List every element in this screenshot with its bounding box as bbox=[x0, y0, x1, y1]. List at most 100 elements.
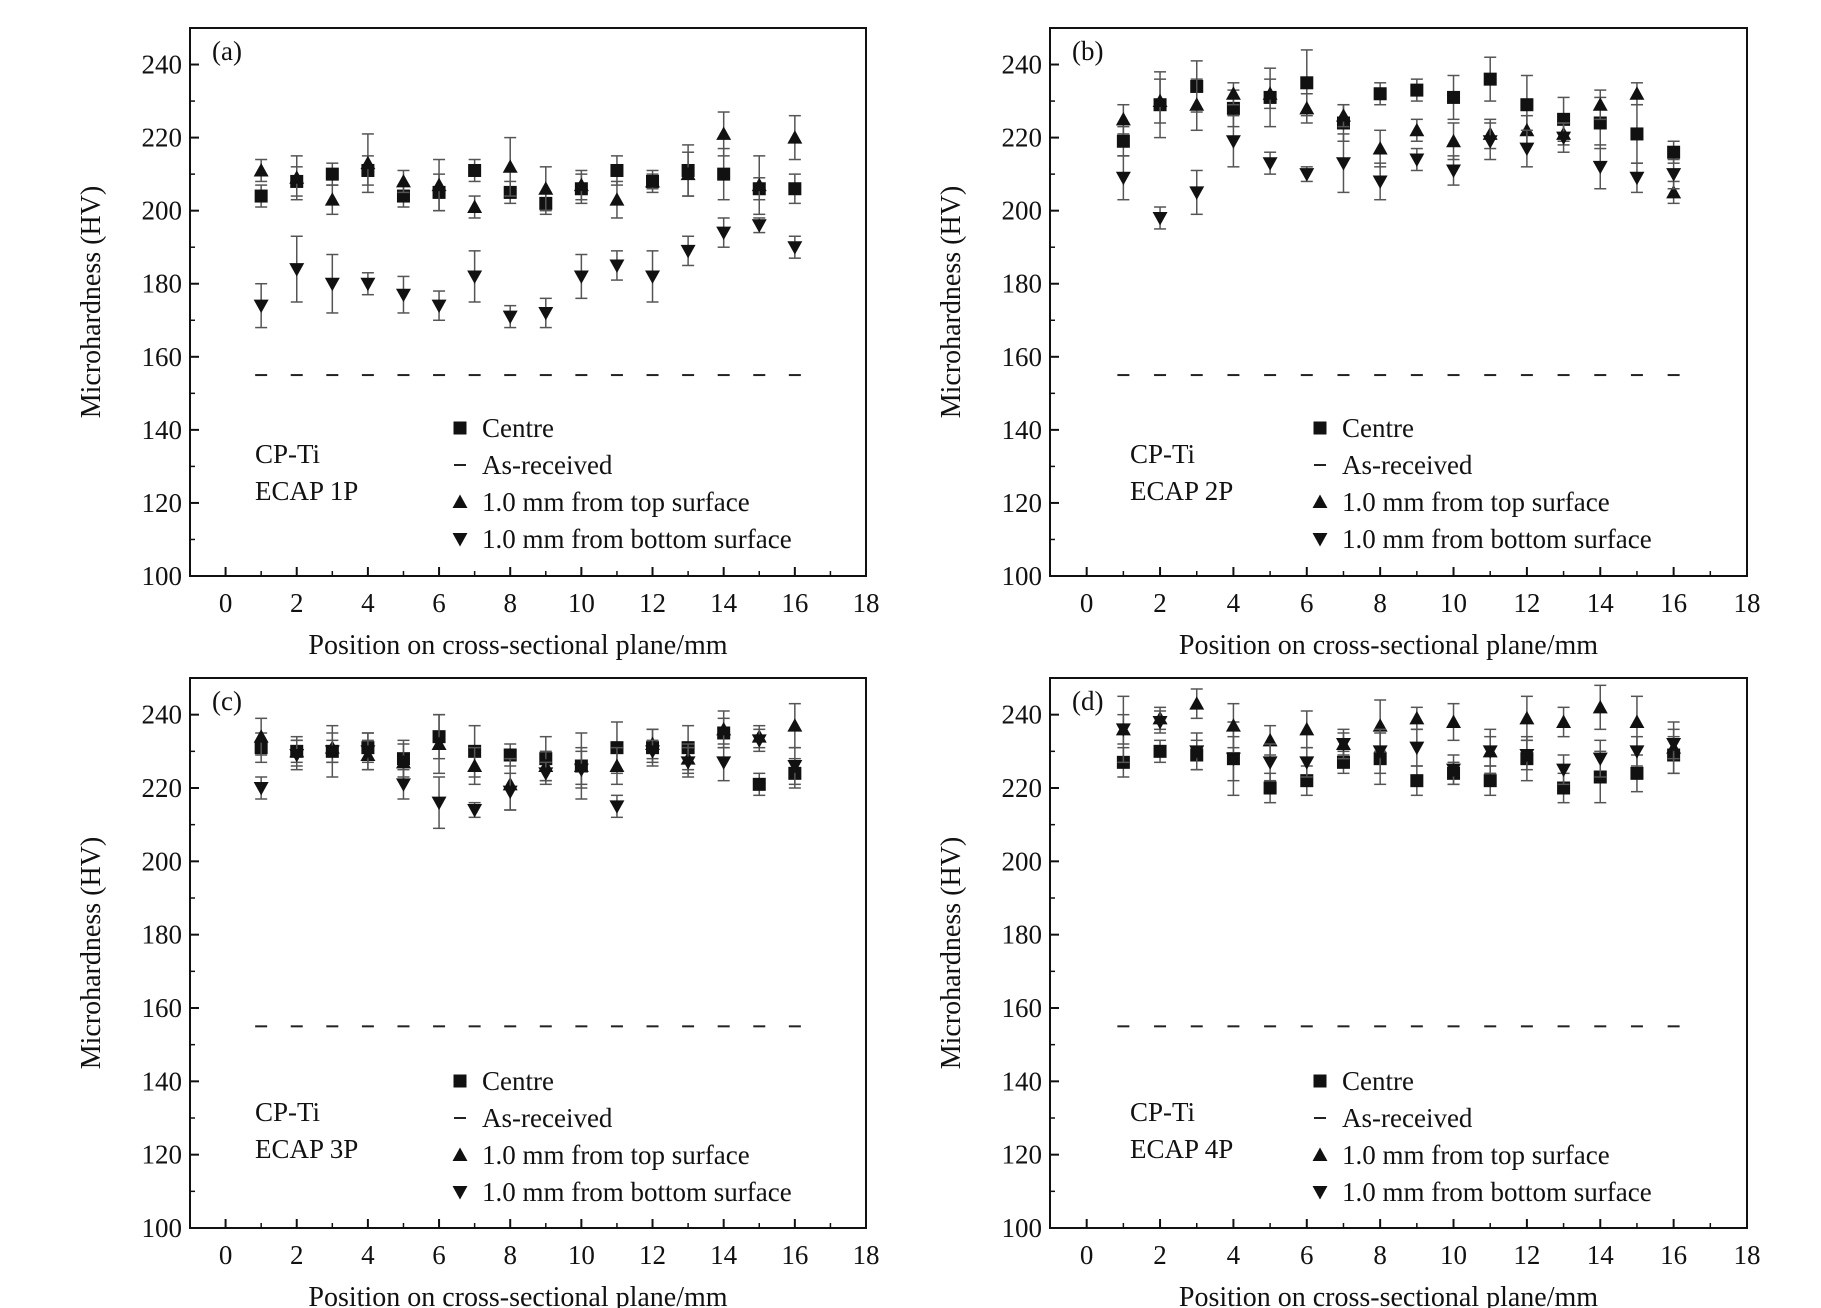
x-axis-label: Position on cross-sectional plane/mm bbox=[1179, 630, 1598, 661]
x-tick-label: 8 bbox=[503, 1240, 517, 1270]
x-axis-label: Position on cross-sectional plane/mm bbox=[308, 630, 727, 661]
y-tick-label: 160 bbox=[1002, 342, 1043, 372]
data-point-triangle-up bbox=[573, 177, 589, 192]
data-point-triangle-up bbox=[1335, 108, 1351, 122]
x-tick-label: 2 bbox=[1153, 588, 1167, 618]
data-point-square bbox=[788, 182, 802, 196]
y-axis-label: Microhardness (HV) bbox=[76, 837, 107, 1070]
data-point-triangle-down bbox=[716, 226, 732, 241]
y-axis-label: Microhardness (HV) bbox=[76, 186, 107, 419]
data-point-triangle-down bbox=[1189, 186, 1205, 200]
x-tick-label: 6 bbox=[1300, 1240, 1314, 1270]
data-point-triangle-down bbox=[1152, 716, 1168, 730]
data-point-square bbox=[1630, 127, 1644, 141]
data-point-triangle-down bbox=[573, 763, 589, 778]
data-point-triangle-up bbox=[467, 199, 483, 213]
data-point-triangle-up bbox=[253, 729, 269, 743]
y-tick-label: 160 bbox=[142, 342, 183, 372]
data-point-triangle-up bbox=[360, 155, 376, 170]
data-point-triangle-down bbox=[360, 277, 376, 292]
x-tick-label: 6 bbox=[1300, 588, 1314, 618]
data-point-triangle-up bbox=[1189, 97, 1205, 111]
data-point-triangle-up bbox=[609, 758, 625, 772]
plot-frame bbox=[1049, 677, 1748, 1229]
data-point-triangle-down bbox=[1262, 756, 1278, 770]
legend-marker-square bbox=[453, 1074, 467, 1088]
legend: Centre As-received 1.0 mm from top surface… bbox=[1312, 413, 1652, 554]
data-point-triangle-down bbox=[502, 785, 518, 800]
data-point-triangle-up bbox=[395, 754, 411, 769]
data-point-triangle-down bbox=[787, 760, 803, 774]
y-tick-label: 240 bbox=[1002, 50, 1043, 80]
data-point-triangle-up bbox=[1189, 696, 1205, 710]
x-tick-label: 12 bbox=[1513, 588, 1540, 618]
y-tick-label: 100 bbox=[142, 561, 183, 591]
data-point-triangle-down bbox=[467, 804, 483, 818]
data-point-triangle-up bbox=[1115, 111, 1131, 126]
annotation-text: ECAP 1P bbox=[255, 476, 358, 506]
data-point-triangle-up bbox=[680, 166, 696, 181]
y-tick-label: 120 bbox=[142, 1140, 183, 1170]
legend-label: 1.0 mm from top surface bbox=[1342, 1140, 1610, 1170]
legend-label: 1.0 mm from bottom surface bbox=[1342, 524, 1652, 554]
data-point-triangle-down bbox=[787, 241, 803, 255]
x-tick-label: 0 bbox=[1080, 1240, 1094, 1270]
y-tick-label: 100 bbox=[1002, 1213, 1043, 1243]
data-point-triangle-down bbox=[289, 749, 305, 763]
legend-label: As-received bbox=[482, 450, 613, 480]
data-point-triangle-down bbox=[1335, 738, 1351, 752]
data-point-triangle-down bbox=[1666, 168, 1682, 182]
data-point-triangle-up bbox=[1262, 86, 1278, 100]
data-point-triangle-down bbox=[1299, 168, 1315, 182]
x-tick-label: 8 bbox=[1373, 588, 1387, 618]
data-point-triangle-down bbox=[573, 270, 589, 284]
annotation-text: ECAP 3P bbox=[255, 1134, 358, 1164]
data-point-triangle-up bbox=[1409, 710, 1425, 725]
data-point-triangle-up bbox=[1409, 122, 1425, 137]
legend-marker-square bbox=[453, 421, 467, 435]
y-tick-label: 220 bbox=[1002, 773, 1043, 803]
x-tick-label: 2 bbox=[290, 588, 304, 618]
data-point-triangle-down bbox=[1115, 171, 1131, 186]
legend-label: 1.0 mm from top surface bbox=[482, 487, 750, 517]
data-point-triangle-down bbox=[1629, 171, 1645, 186]
data-point-triangle-down bbox=[324, 745, 340, 759]
panel-label: (c) bbox=[212, 686, 242, 716]
data-point-triangle-up bbox=[1152, 93, 1168, 108]
data-point-triangle-down bbox=[1556, 763, 1572, 778]
y-tick-label: 100 bbox=[1002, 561, 1043, 591]
data-point-triangle-up bbox=[1629, 86, 1645, 100]
data-point-triangle-down bbox=[609, 259, 625, 273]
data-point-square bbox=[1410, 774, 1424, 788]
data-point-triangle-up bbox=[538, 181, 554, 195]
y-tick-label: 140 bbox=[1002, 415, 1043, 445]
data-point-square bbox=[1630, 766, 1644, 780]
data-point-triangle-up bbox=[395, 173, 411, 188]
annotation-text: CP-Ti bbox=[255, 1097, 320, 1127]
y-tick-label: 240 bbox=[1002, 700, 1043, 730]
legend-marker-triangle-up bbox=[452, 1147, 468, 1161]
data-point-triangle-down bbox=[1299, 756, 1315, 770]
series-triangle-down bbox=[253, 728, 803, 830]
x-tick-label: 16 bbox=[1660, 588, 1687, 618]
data-point-triangle-down bbox=[1519, 142, 1535, 157]
x-axis-label: Position on cross-sectional plane/mm bbox=[1179, 1282, 1598, 1308]
y-axis-label: Microhardness (HV) bbox=[936, 186, 967, 419]
data-point-triangle-up bbox=[431, 177, 447, 192]
x-tick-label: 12 bbox=[639, 588, 666, 618]
y-tick-label: 160 bbox=[142, 993, 183, 1023]
legend-label: 1.0 mm from top surface bbox=[482, 1140, 750, 1170]
legend-label: 1.0 mm from top surface bbox=[1342, 487, 1610, 517]
data-point-triangle-down bbox=[1189, 745, 1205, 759]
data-point-triangle-down bbox=[645, 270, 661, 284]
data-point-triangle-up bbox=[716, 126, 732, 140]
data-point-triangle-up bbox=[751, 177, 767, 192]
data-point-square bbox=[1667, 145, 1681, 159]
data-point-triangle-down bbox=[538, 306, 554, 321]
y-tick-label: 140 bbox=[142, 415, 183, 445]
x-tick-label: 4 bbox=[361, 1240, 375, 1270]
y-tick-label: 120 bbox=[142, 488, 183, 518]
data-point-triangle-up bbox=[1519, 710, 1535, 725]
data-point-triangle-down bbox=[1225, 752, 1241, 767]
data-point-triangle-down bbox=[1409, 153, 1425, 167]
